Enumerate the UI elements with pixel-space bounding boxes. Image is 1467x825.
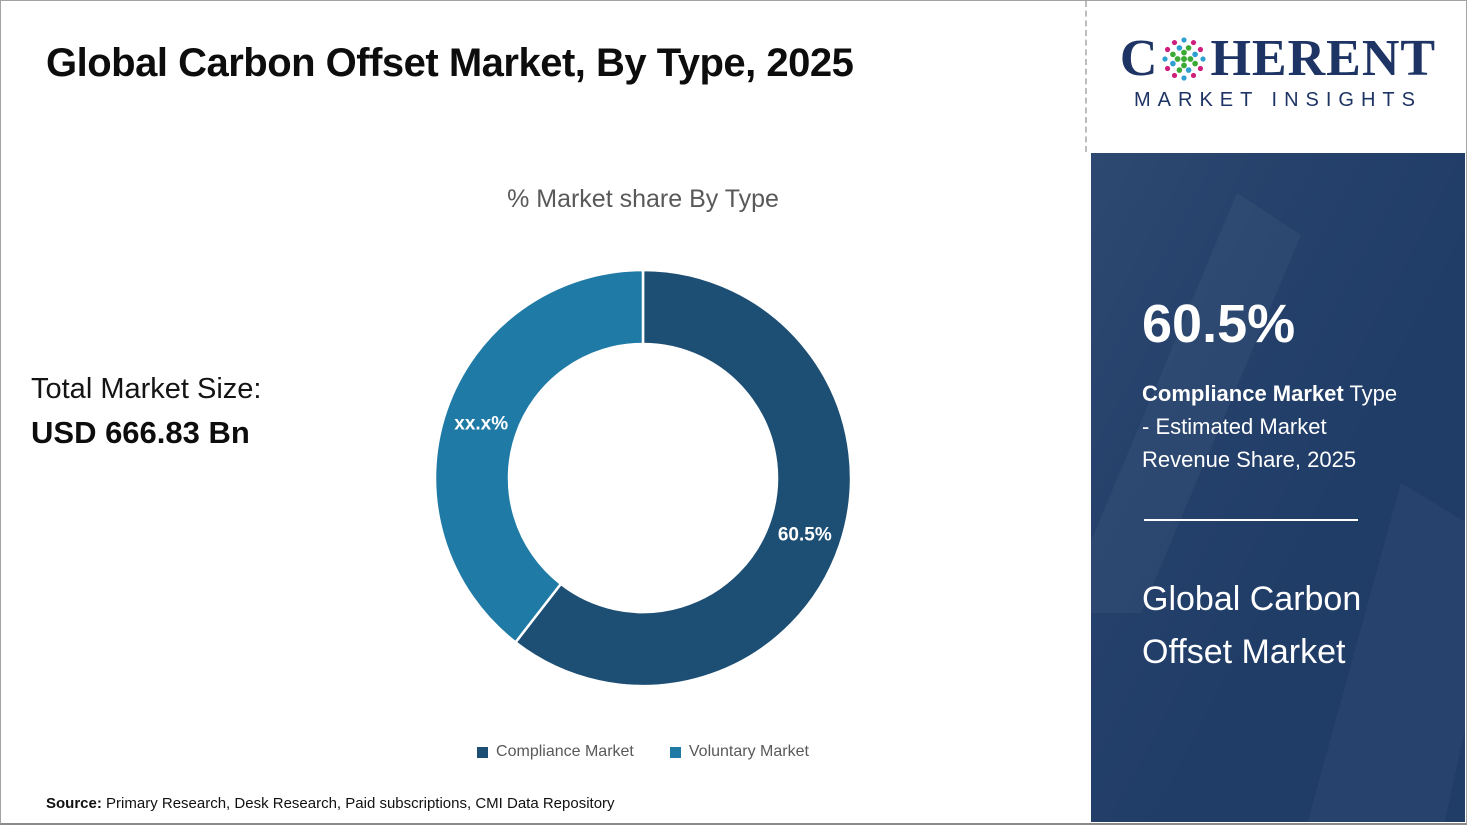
- chart-legend: Compliance Market Voluntary Market: [423, 743, 863, 761]
- stat-desc-bold: Compliance Market: [1142, 381, 1344, 406]
- donut-slice-compliance-market: [513, 268, 853, 688]
- stat-desc-line2: - Estimated Market: [1142, 414, 1327, 439]
- total-market-size-block: Total Market Size: USD 666.83 Bn: [31, 373, 261, 451]
- highlight-panel: 60.5% Compliance Market Type - Estimated…: [1091, 153, 1465, 822]
- slice-value-label: xx.x%: [454, 414, 508, 435]
- logo-letters-herent: HERENT: [1210, 30, 1437, 87]
- donut-slice-voluntary-market: [433, 268, 645, 645]
- legend-item-compliance: Compliance Market: [477, 743, 634, 761]
- logo-dotted-o-icon: [1162, 37, 1207, 81]
- source-text: Primary Research, Desk Research, Paid su…: [101, 795, 615, 812]
- panel-divider-line: [1144, 519, 1358, 521]
- logo-letter-c: C: [1119, 30, 1159, 87]
- voluntary-swatch-icon: [669, 746, 681, 758]
- source-note: Source: Primary Research, Desk Research,…: [46, 795, 615, 812]
- donut-chart-svg: 60.5% xx.x%: [433, 268, 853, 688]
- highlight-stat-description: Compliance Market Type - Estimated Marke…: [1142, 377, 1397, 476]
- source-label: Source:: [46, 795, 102, 812]
- coherent-market-insights-logo: C HERENT MARKET INSIGHTS: [1108, 33, 1448, 112]
- panel-title-line2: Offset Market: [1142, 633, 1346, 671]
- chart-area: Global Carbon Offset Market, By Type, 20…: [1, 1, 1086, 824]
- panel-title-line1: Global Carbon: [1142, 580, 1362, 618]
- compliance-swatch-icon: [477, 746, 489, 758]
- legend-label: Compliance Market: [496, 743, 634, 760]
- dashed-divider: [1085, 1, 1087, 152]
- logo-wordmark: C HERENT: [1108, 33, 1448, 85]
- stat-desc-line3: Revenue Share, 2025: [1142, 447, 1357, 472]
- panel-report-title: Global Carbon Offset Market: [1142, 573, 1361, 679]
- donut-chart: 60.5% xx.x%: [423, 258, 863, 698]
- total-market-size-label: Total Market Size:: [31, 373, 262, 405]
- stat-desc-line1-rest: Type: [1343, 381, 1398, 406]
- legend-item-voluntary: Voluntary Market: [669, 743, 809, 761]
- total-market-size-value: USD 666.83 Bn: [31, 415, 250, 450]
- legend-label: Voluntary Market: [688, 743, 809, 760]
- page-title: Global Carbon Offset Market, By Type, 20…: [46, 41, 854, 85]
- slice-value-label: 60.5%: [778, 524, 832, 545]
- chart-subtitle: % Market share By Type: [507, 185, 779, 213]
- highlight-stat: 60.5%: [1142, 294, 1296, 354]
- logo-subtitle: MARKET INSIGHTS: [1134, 89, 1422, 111]
